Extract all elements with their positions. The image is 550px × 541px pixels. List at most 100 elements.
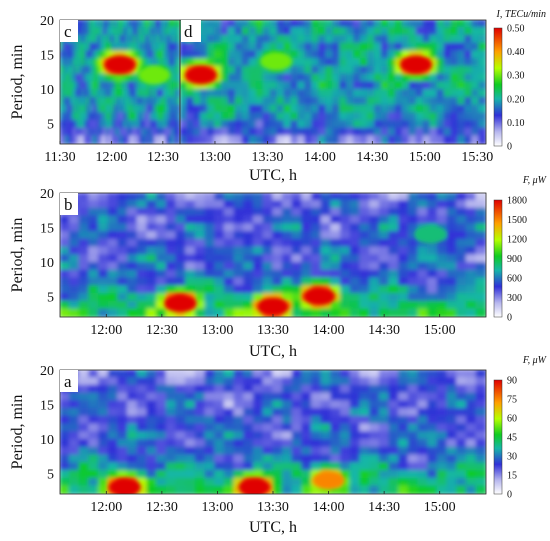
x-axis-title-bottom: UTC, h	[249, 519, 297, 536]
hotspot-d-1	[260, 52, 293, 71]
colorbar-tick-label: 1500	[507, 215, 527, 226]
y-tick-label: 10	[40, 433, 54, 448]
x-tick-label: 12:00	[90, 500, 122, 515]
y-tick-label: 10	[40, 83, 54, 98]
y-tick-label: 15	[40, 221, 54, 236]
panel-label-d: d	[184, 22, 193, 41]
colorbar-tick-label: 0.40	[507, 47, 525, 58]
colorbar-tick-label: 1200	[507, 235, 527, 246]
hotspot-c-0	[104, 55, 136, 74]
panel-label-bg-b	[60, 193, 78, 215]
x-tick-label: 13:30	[257, 500, 289, 515]
colorbar-title: I, TECu/min	[496, 9, 546, 20]
hotspot-a-0	[108, 478, 141, 494]
x-tick-label: 15:30	[461, 150, 493, 165]
panel-b: 5 10 15 20 12:00 12:30 13:00 13:30 14:00 14:30 15…	[40, 175, 548, 338]
x-tick-label: 14:00	[313, 323, 345, 338]
colorbar-gradient	[493, 379, 503, 495]
hotspot-d-0	[185, 66, 217, 85]
x-tick-labels-d: 13:00 13:30 14:00 14:30 15:00 15:30	[199, 141, 493, 165]
panel-label-c: c	[64, 22, 72, 41]
x-tick-label: 14:30	[368, 500, 400, 515]
y-tick-label: 5	[47, 290, 54, 305]
colorbar-title: F, μW	[522, 175, 548, 186]
colorbar-tick-label: 0	[507, 313, 512, 324]
colorbar-tick-label: 75	[507, 395, 517, 406]
x-tick-label: 11:30	[44, 150, 75, 165]
plot-frame-d	[179, 19, 487, 145]
x-tick-label: 13:00	[199, 150, 231, 165]
colorbar-tick-label: 0.20	[507, 94, 525, 105]
colorbar-tick-label: 90	[507, 376, 517, 387]
colorbar-middle: F, μW 0 300 600 900 1200 1500 1800	[493, 175, 548, 324]
heatmap-plot-area-b	[60, 193, 486, 317]
x-tick-label: 14:00	[313, 500, 345, 515]
colorbar-gradient	[493, 27, 503, 147]
panel-label-bg-d	[181, 20, 201, 42]
x-tick-label: 15:00	[424, 323, 456, 338]
x-tick-labels-c: 11:30 12:00 12:30	[44, 141, 179, 165]
colorbar-tick-label: 0	[507, 142, 512, 153]
x-tick-label: 13:00	[201, 323, 233, 338]
y-tick-label: 15	[40, 48, 54, 63]
colorbar-tick-label: 1800	[507, 196, 527, 207]
y-tick-labels-c: 5 10 15 20	[40, 14, 54, 132]
x-tick-label: 13:00	[201, 500, 233, 515]
hotspot-b-2	[303, 287, 336, 306]
colorbar-tick-label: 30	[507, 452, 517, 463]
hotspot-c-1	[138, 66, 171, 85]
colorbar-top: I, TECu/min 0 0.10 0.20 0.30 0.40 0.50	[493, 9, 546, 153]
x-tick-labels-a: 12:00 12:30 13:00 13:30 14:00 14:30 15:00	[90, 491, 456, 515]
colorbar-tick-label: 0	[507, 490, 512, 501]
colorbar-tick-label: 60	[507, 414, 517, 425]
hotspot-d-2	[400, 55, 433, 74]
x-tick-label: 15:00	[424, 500, 456, 515]
y-tick-label: 20	[40, 187, 54, 202]
y-axis-title-middle: Period, min	[9, 218, 26, 293]
colorbar-tick-label: 0.10	[507, 118, 525, 129]
hotspot-b-3	[414, 225, 447, 244]
hotspot-b-0	[164, 294, 197, 313]
panel-label-a: a	[64, 372, 72, 391]
y-axis-title-bottom: Period, min	[9, 395, 26, 470]
x-tick-label: 12:30	[147, 150, 179, 165]
x-axis-title-middle: UTC, h	[249, 343, 297, 360]
colorbar-tick-label: 0.50	[507, 24, 525, 35]
panel-label-bg-a	[60, 370, 78, 392]
panel-label-b: b	[64, 195, 73, 214]
colorbar-tick-label: 900	[507, 254, 522, 265]
panel-a: 5 10 15 20 12:00 12:30 13:00 13:30 14:00 14:30 15…	[40, 355, 548, 515]
hotspot-a-2	[312, 471, 345, 490]
x-tick-label: 15:00	[409, 150, 441, 165]
x-axis-title-top: UTC, h	[249, 167, 297, 184]
heatmap-plot-area-d	[180, 20, 486, 144]
panel-label-bg-c	[60, 20, 78, 42]
colorbar-tick-label: 0.30	[507, 71, 525, 82]
colorbar-bottom: F, μW 0 15 30 45 60 75 90	[493, 355, 548, 501]
y-tick-label: 10	[40, 256, 54, 271]
colorbar-title: F, μW	[522, 355, 548, 366]
x-tick-label: 14:30	[368, 323, 400, 338]
y-axis-title-top: Period, min	[9, 45, 26, 120]
colorbar-tick-label: 300	[507, 293, 522, 304]
x-tick-label: 14:00	[304, 150, 336, 165]
x-tick-label: 13:30	[251, 150, 283, 165]
y-tick-label: 5	[47, 117, 54, 132]
panel-d: 13:00 13:30 14:00 14:30 15:00 15:30 d I, TECu…	[179, 9, 546, 165]
heatmap-plot-area-c	[60, 20, 180, 144]
x-tick-label: 13:30	[257, 323, 289, 338]
y-tick-label: 15	[40, 398, 54, 413]
x-tick-label: 12:00	[90, 323, 122, 338]
x-tick-label: 12:30	[146, 323, 178, 338]
colorbar-gradient	[493, 199, 503, 318]
y-tick-label: 20	[40, 14, 54, 29]
y-tick-label: 20	[40, 364, 54, 379]
x-tick-labels-b: 12:00 12:30 13:00 13:30 14:00 14:30 15:00	[90, 314, 456, 338]
x-tick-label: 12:30	[146, 500, 178, 515]
colorbar-tick-label: 45	[507, 433, 517, 444]
colorbar-tick-label: 15	[507, 471, 517, 482]
x-tick-label: 12:00	[95, 150, 127, 165]
panel-c: 5 10 15 20 11:30 12:00 12:30 c	[40, 14, 181, 165]
y-tick-labels-b: 5 10 15 20	[40, 187, 54, 305]
